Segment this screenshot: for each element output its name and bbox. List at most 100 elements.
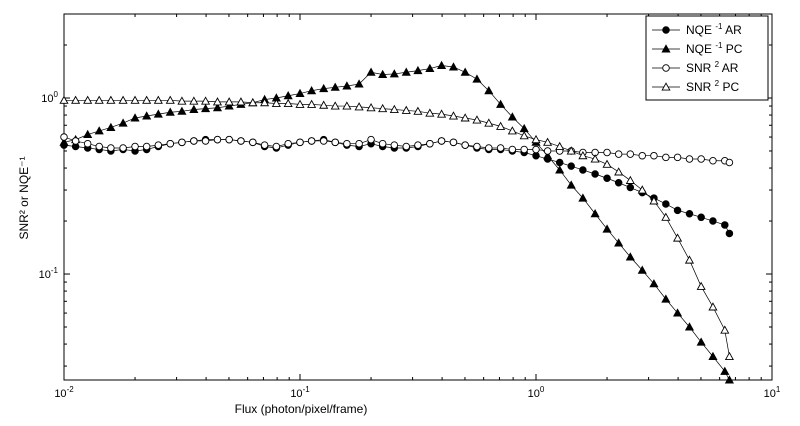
- data-point: [472, 115, 482, 124]
- legend-marker: [661, 44, 671, 53]
- data-point: [614, 238, 624, 247]
- data-point: [520, 145, 528, 154]
- data-point: [237, 137, 245, 145]
- data-point: [94, 126, 104, 135]
- data-point: [566, 180, 576, 189]
- data-point: [177, 106, 187, 115]
- data-point: [425, 108, 435, 117]
- data-point: [684, 255, 695, 264]
- data-point: [650, 151, 658, 160]
- series-line: [63, 65, 730, 381]
- data-point: [708, 351, 718, 360]
- data-point: [696, 337, 706, 346]
- x-tick-label: 100: [528, 385, 545, 400]
- legend-label: SNR 2 PC: [686, 79, 739, 94]
- data-point: [330, 101, 340, 110]
- data-point: [724, 375, 734, 384]
- data-point: [437, 137, 446, 145]
- data-point: [355, 139, 363, 148]
- data-point: [212, 97, 223, 106]
- data-point: [366, 67, 376, 76]
- series-layer: [59, 60, 734, 384]
- data-point: [131, 142, 139, 151]
- data-point: [271, 98, 281, 108]
- data-point: [95, 142, 103, 151]
- data-point: [59, 95, 69, 104]
- legend-entry: SNR 2 PC: [652, 79, 739, 94]
- x-tick-label: 10-1: [290, 385, 310, 400]
- legend-marker: [662, 26, 670, 34]
- data-point: [190, 137, 198, 145]
- data-point: [555, 158, 564, 167]
- data-point: [201, 103, 211, 113]
- data-point: [378, 69, 388, 78]
- data-point: [460, 67, 470, 76]
- legend-label: NQE -1 PC: [686, 41, 743, 56]
- data-point: [413, 106, 423, 115]
- data-point: [437, 109, 447, 118]
- data-point: [319, 83, 329, 93]
- data-point: [142, 142, 151, 151]
- data-point: [166, 139, 175, 148]
- data-point: [579, 166, 587, 174]
- data-point: [720, 366, 730, 375]
- y-tick-label: 10-1: [39, 266, 59, 281]
- data-point: [401, 105, 411, 114]
- data-point: [83, 129, 93, 139]
- data-point: [626, 150, 635, 158]
- data-point: [142, 111, 152, 120]
- data-point: [461, 141, 469, 149]
- series-line: [63, 136, 730, 163]
- data-point: [496, 121, 506, 130]
- data-point: [508, 145, 517, 154]
- data-point: [661, 212, 671, 221]
- data-point: [473, 142, 481, 151]
- data-point: [367, 135, 375, 144]
- data-point: [637, 185, 647, 194]
- x-tick-label: 10-2: [54, 385, 74, 400]
- series-3: [59, 95, 734, 360]
- data-point: [248, 97, 258, 107]
- data-point: [342, 81, 352, 90]
- legend-marker: [661, 82, 671, 91]
- data-point: [484, 85, 494, 95]
- data-point: [212, 103, 223, 112]
- data-point: [71, 137, 80, 145]
- data-point: [260, 97, 270, 107]
- data-point: [603, 174, 611, 182]
- data-point: [684, 322, 695, 331]
- data-point: [307, 85, 317, 95]
- data-point: [484, 118, 494, 127]
- data-point: [532, 145, 540, 154]
- data-point: [319, 100, 329, 109]
- axis-ticks: 10-2 10-1 100 101 10-1 100: [39, 13, 781, 400]
- data-point: [224, 97, 234, 106]
- data-point: [119, 144, 127, 152]
- data-point: [201, 137, 210, 145]
- data-point: [414, 141, 422, 149]
- data-point: [283, 91, 293, 100]
- data-point: [225, 135, 233, 144]
- data-point: [401, 67, 411, 76]
- data-point: [272, 142, 281, 151]
- plot-area: [63, 13, 773, 381]
- x-axis-label: Flux (photon/pixel/frame): [235, 402, 368, 416]
- data-point: [201, 96, 211, 105]
- data-point: [555, 165, 565, 174]
- data-point: [153, 95, 163, 104]
- legend-label: SNR 2 AR: [686, 60, 739, 75]
- data-point: [531, 134, 541, 144]
- data-point: [543, 137, 553, 146]
- data-point: [625, 175, 635, 184]
- data-point: [603, 148, 611, 157]
- data-point: [543, 150, 553, 160]
- data-point: [437, 60, 447, 69]
- data-point: [295, 99, 305, 108]
- data-point: [578, 193, 588, 202]
- data-point: [709, 157, 717, 165]
- data-point: [83, 95, 93, 104]
- data-point: [354, 79, 364, 88]
- data-point: [649, 279, 659, 288]
- data-point: [342, 101, 352, 110]
